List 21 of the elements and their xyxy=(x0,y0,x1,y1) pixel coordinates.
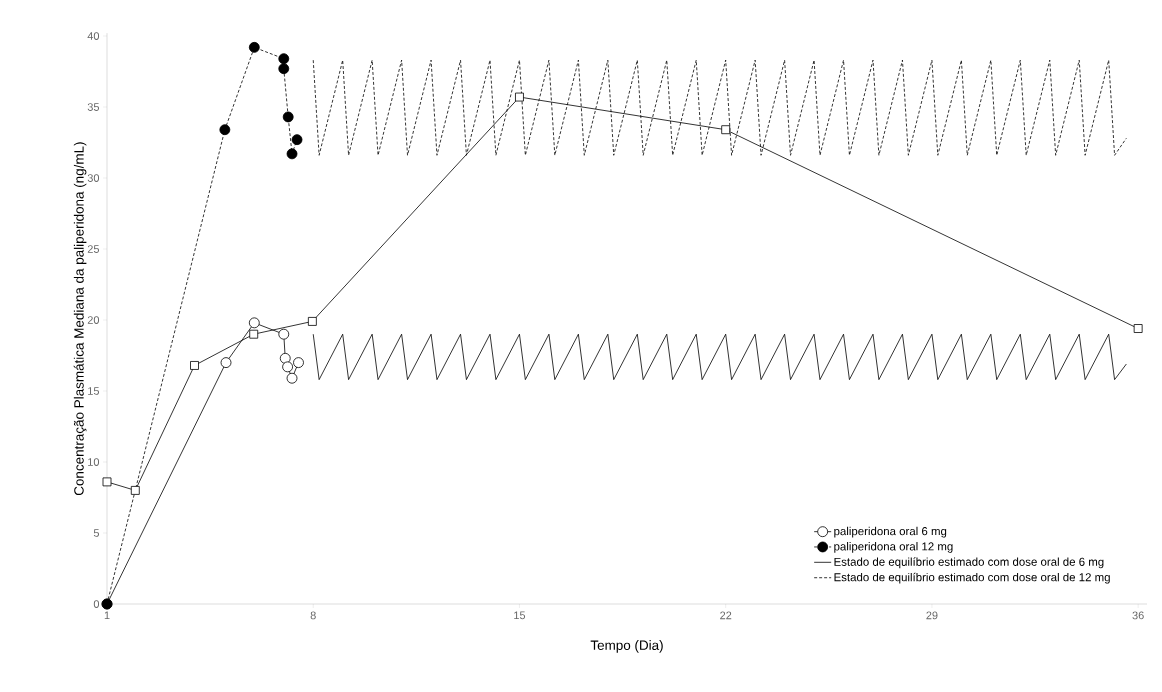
y-tick-label: 15 xyxy=(88,387,100,395)
y-tick-label: 0 xyxy=(93,600,100,608)
x-tick-label: 36 xyxy=(1132,611,1144,620)
legend-label: paliperidona oral 6 mg xyxy=(834,526,947,538)
y-tick-label: 35 xyxy=(87,103,100,111)
x-tick-label: 22 xyxy=(720,611,732,620)
y-tick-label: 30 xyxy=(87,174,100,182)
x-tick-label: 8 xyxy=(310,611,316,620)
legend-label: Estado de equilíbrio estimado com dose oral de 6 mg xyxy=(834,557,1104,569)
y-axis-title: Concentração Plasmática Mediana da paliperidona (ng/mL) xyxy=(73,142,87,496)
legend-label: paliperidona oral 12 mg xyxy=(834,542,953,553)
x-tick-label: 15 xyxy=(514,611,526,620)
y-tick-label: 20 xyxy=(87,316,100,324)
x-tick-label: 1 xyxy=(104,611,110,620)
legend-label: Estado de equilíbrio estimado com dose oral de 12 mg xyxy=(834,572,1110,584)
y-tick-label: 5 xyxy=(93,529,100,537)
y-tick-label: 10 xyxy=(88,458,100,466)
y-tick-label: 25 xyxy=(87,245,100,253)
x-axis-title: Tempo (Dia) xyxy=(590,640,663,653)
x-tick-label: 29 xyxy=(926,611,938,620)
y-tick-label: 40 xyxy=(87,32,100,40)
